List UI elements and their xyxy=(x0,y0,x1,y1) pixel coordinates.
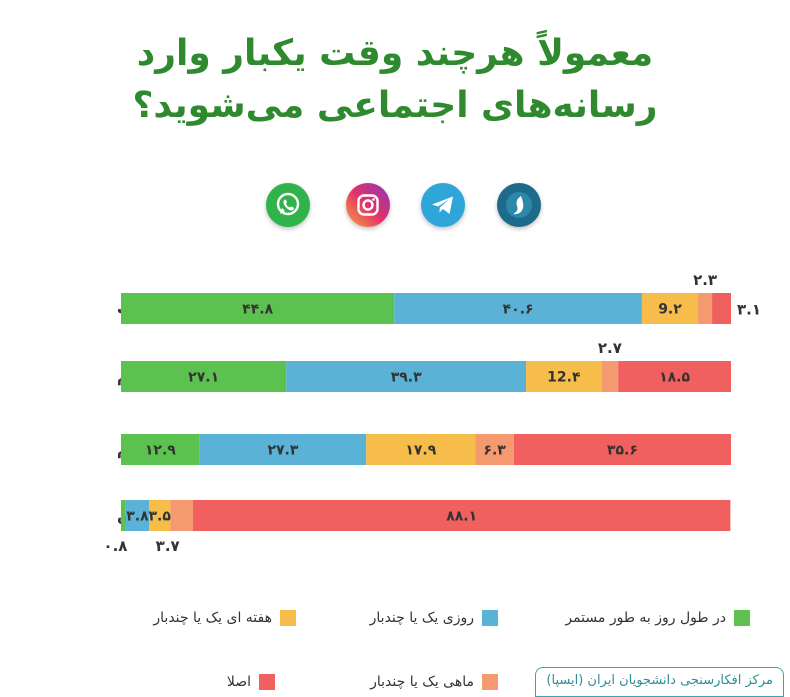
instagram-icon xyxy=(346,183,390,227)
bar-segment xyxy=(170,500,193,531)
data-label: ۲.۳ xyxy=(693,271,717,289)
legend-swatch xyxy=(482,674,498,690)
data-label: ۳.۸ xyxy=(126,509,149,525)
data-label: ۲۷.۳ xyxy=(267,443,298,459)
data-label: ۱۲.۹ xyxy=(145,443,176,459)
bar-segment xyxy=(121,434,200,465)
bar-segment xyxy=(712,293,731,324)
bar-segment xyxy=(125,500,150,531)
legend-item-never: اصلا xyxy=(227,674,275,690)
bar-segment xyxy=(641,293,699,324)
bar-segment xyxy=(149,500,171,531)
data-label: ۱۸.۵ xyxy=(659,370,690,386)
data-label: ۴۴.۸ xyxy=(242,302,273,318)
bar-segment xyxy=(601,361,619,392)
legend-item-monthly: ماهی یک یا چندبار xyxy=(370,674,498,690)
legend-swatch xyxy=(280,610,296,626)
legend-item-weekly: هفته ای یک یا چندبار xyxy=(153,610,296,626)
data-label: 12.۴ xyxy=(547,370,581,386)
bar-segment xyxy=(513,434,731,465)
title-line-2: رسانه‌های اجتماعی می‌شوید؟ xyxy=(132,85,658,126)
data-label: ۸۸.۱ xyxy=(446,509,477,525)
telegram-icon xyxy=(421,183,465,227)
bar-segment xyxy=(366,434,476,465)
data-label: ۲.۷ xyxy=(598,339,622,357)
data-label: ۴۰.۶ xyxy=(503,302,534,318)
bar-segment xyxy=(192,500,731,531)
legend-label: روزی یک یا چندبار xyxy=(369,610,474,626)
bar-segment xyxy=(121,361,287,392)
legend-swatch xyxy=(259,674,275,690)
legend-label: اصلا xyxy=(226,674,251,690)
bar-segment xyxy=(199,434,367,465)
stacked-bar-chart: واتس اپ۴۴.۸۴۰.۶9.۲۲.۳۳.۱اینستاگرام۲۷.۱۳۹… xyxy=(103,271,761,555)
legend-swatch xyxy=(734,610,750,626)
whatsapp-icon xyxy=(266,183,310,227)
data-label: ۲۷.۱ xyxy=(188,370,219,386)
bar-segment xyxy=(475,434,514,465)
legend-item-continuous: در طول روز به طور مستمر xyxy=(565,610,750,626)
source-label: مرکز افکارسنجی دانشجویان ایران (ایسپا) xyxy=(535,667,784,697)
data-label: 9.۲ xyxy=(658,302,682,318)
soroush-icon xyxy=(497,183,541,227)
data-label: ۳۵.۶ xyxy=(607,443,638,459)
app-icons-row xyxy=(0,183,790,233)
data-label: ۳.۷ xyxy=(156,537,180,555)
data-label: ۰.۸ xyxy=(103,537,127,555)
legend-label: ماهی یک یا چندبار xyxy=(370,674,474,690)
data-label: ۱۷.۹ xyxy=(405,443,436,459)
legend-label: هفته ای یک یا چندبار xyxy=(153,610,272,626)
bar-segment xyxy=(121,293,395,324)
bar-segment xyxy=(121,500,126,531)
legend-label: در طول روز به طور مستمر xyxy=(565,610,726,626)
legend-item-daily: روزی یک یا چندبار xyxy=(370,610,498,626)
bar-segment xyxy=(618,361,731,392)
title-line-1: معمولاً هرچند وقت یکبار وارد xyxy=(136,33,654,74)
data-label: ۳.۵ xyxy=(149,509,172,525)
bar-segment xyxy=(526,361,602,392)
legend-swatch xyxy=(482,610,498,626)
data-label: ۶.۳ xyxy=(483,443,506,459)
data-label: ۳۹.۳ xyxy=(391,370,422,386)
bar-segment xyxy=(286,361,527,392)
data-label: ۳.۱ xyxy=(737,301,761,319)
chart-title: معمولاً هرچند وقت یکبار وارد رسانه‌های ا… xyxy=(0,28,790,132)
bar-segment xyxy=(698,293,713,324)
bar-segment xyxy=(394,293,642,324)
